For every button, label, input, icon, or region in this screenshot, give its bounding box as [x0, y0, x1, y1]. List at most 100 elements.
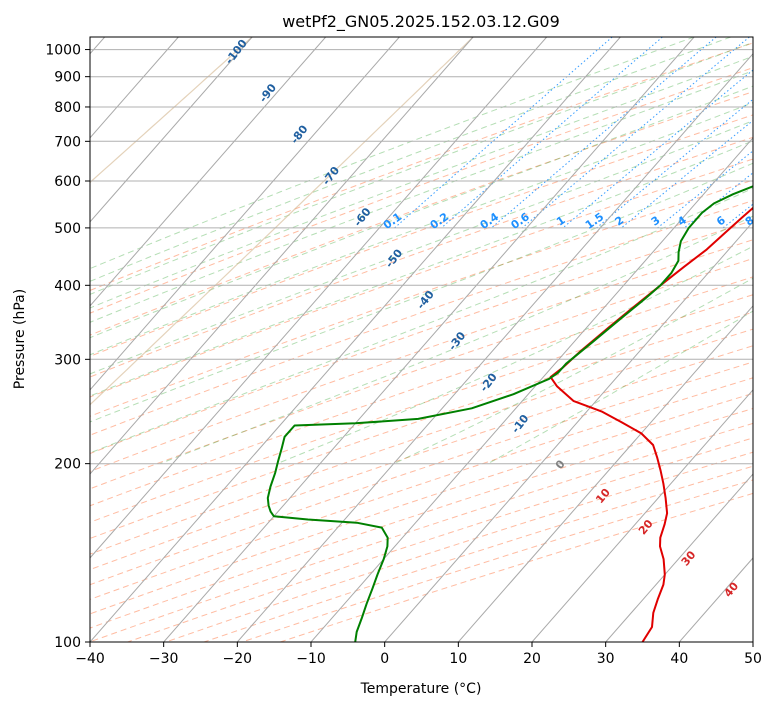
moist-adiabat: [276, 245, 753, 465]
isotherm: [531, 389, 753, 642]
moist-adiabat-label: 40: [721, 579, 741, 599]
x-tick-label: −20: [223, 651, 253, 667]
mixing-ratio-line: [521, 37, 750, 229]
x-tick-label: 20: [523, 651, 541, 667]
dry-adiabat: [90, 91, 753, 336]
dry-adiabat: [90, 294, 753, 523]
dewpoint-profile: [266, 185, 753, 642]
dry-adiabat-label: -30: [446, 329, 469, 353]
dry-adiabat-label: -20: [477, 370, 500, 394]
y-tick-label: 900: [54, 70, 81, 86]
mixing-ratio-line: [394, 37, 613, 229]
y-tick-label: 400: [54, 278, 81, 294]
y-axis: 100 200 300 400 500 600 700 800 900 1000: [45, 43, 90, 651]
reference-curve: [90, 37, 253, 184]
mixing-ratio-line: [596, 98, 753, 229]
moist-adiabat: [90, 85, 753, 339]
mixing-ratio-line: [751, 226, 753, 229]
isotherm: [163, 37, 695, 642]
dry-adiabat-label: -10: [509, 412, 532, 436]
dry-adiabat: [165, 451, 753, 642]
dry-adiabat-label: -90: [257, 81, 280, 105]
mixing-ratio-label: 0.1: [381, 210, 404, 232]
mixing-ratio-line: [441, 37, 663, 229]
moist-adiabat: [90, 55, 753, 309]
y-tick-label: 200: [54, 457, 81, 473]
dry-adiabat: [90, 311, 753, 539]
dry-adiabat: [90, 199, 753, 436]
mixing-ratio-label: 4: [675, 213, 689, 228]
dry-adiabat: [280, 492, 753, 642]
dry-adiabat-label: -60: [351, 205, 374, 229]
moist-adiabat: [90, 162, 753, 423]
plot-frame: [89, 36, 754, 643]
x-tick-label: 0: [380, 651, 389, 667]
temperature-profile: [549, 206, 753, 642]
moist-adiabat: [487, 310, 753, 465]
x-tick-label: −40: [75, 651, 105, 667]
isotherm: [678, 557, 753, 642]
dry-adiabat: [90, 239, 753, 472]
moist-adiabat: [90, 37, 732, 282]
dry-adiabat: [90, 422, 753, 642]
dry-adiabat-label: -50: [383, 246, 406, 270]
isotherm: [90, 37, 400, 391]
isotherm: [90, 37, 253, 223]
dry-adiabat: [90, 392, 753, 615]
dry-adiabat: [90, 67, 753, 314]
gridlines: [90, 37, 753, 642]
x-tick-label: 30: [597, 651, 615, 667]
x-tick-label: 50: [744, 651, 762, 667]
moist-adiabat: [393, 277, 753, 465]
mixing-ratio-label: 3: [649, 214, 663, 229]
dry-adiabat: [90, 136, 753, 378]
mixing-ratio-line: [491, 37, 717, 229]
mixing-ratio-line: [722, 203, 753, 229]
moist-adiabat-label: 30: [679, 548, 699, 568]
reference-curve: [90, 37, 474, 406]
x-axis: −40 −30 −20 −10 0 10 20 30 40 50: [75, 642, 762, 667]
profiles: [266, 185, 753, 642]
moist-adiabat: [90, 102, 753, 356]
x-tick-label: −30: [149, 651, 179, 667]
moist-adiabat: [90, 37, 695, 270]
y-tick-label: 100: [54, 635, 81, 651]
isotherm: [90, 37, 474, 475]
y-tick-label: 1000: [45, 43, 81, 59]
mixing-ratio-label: 0.2: [428, 210, 451, 232]
dry-adiabat: [90, 345, 753, 571]
x-tick-label: 40: [670, 651, 688, 667]
mixing-ratio-label: 1: [554, 214, 568, 229]
x-tick-label: −10: [296, 651, 326, 667]
dry-adiabat: [90, 158, 753, 398]
mixing-ratio-label: 0.4: [478, 210, 502, 232]
isotherm: [310, 137, 753, 642]
dry-adiabat: [90, 407, 753, 629]
isotherm: [457, 305, 753, 642]
isotherm: [384, 221, 753, 642]
moist-adiabat: [90, 70, 753, 323]
mixing-ratio-line: [621, 119, 753, 229]
dry-adiabat-label: -80: [288, 122, 311, 146]
y-tick-label: 300: [54, 352, 81, 368]
isotherm: [90, 37, 548, 559]
mixing-ratio-label: 1.5: [583, 210, 606, 232]
isotherm: [605, 473, 753, 642]
y-tick-label: 800: [54, 100, 81, 116]
annotations: -100-90-80-70-60-50-40-30-20-100.1 0.2 0.4…: [223, 37, 775, 600]
moist-adiabat: [90, 41, 753, 295]
isotherm: [90, 37, 621, 642]
isotherm: [90, 37, 327, 307]
y-tick-label: 700: [54, 134, 81, 150]
chart-title: wetPf2_GN05.2025.152.03.12.G09: [282, 12, 560, 32]
mixing-ratio-label: 10: [762, 211, 775, 231]
dry-adiabat: [90, 179, 753, 417]
moist-adiabat-label: 10: [593, 486, 613, 506]
dry-adiabat: [90, 361, 753, 586]
moist-adiabat: [90, 120, 753, 375]
y-axis-label: Pressure (hPa): [12, 289, 28, 389]
mixing-ratio-label: 6: [714, 213, 728, 228]
isotherm: [236, 53, 753, 642]
mixing-ratio-label: 8: [743, 214, 757, 229]
